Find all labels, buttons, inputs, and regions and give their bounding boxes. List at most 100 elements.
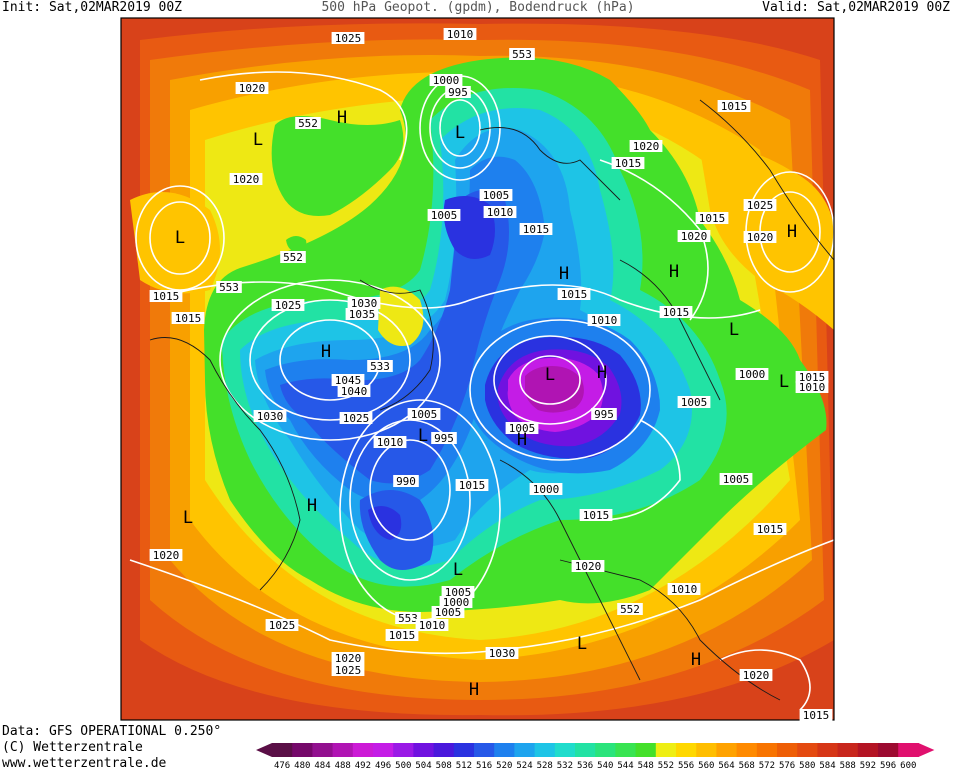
svg-text:1025: 1025	[343, 412, 370, 425]
isobar-label: 533	[367, 360, 393, 373]
website: www.wetterzentrale.de	[2, 756, 167, 771]
svg-text:1040: 1040	[341, 385, 368, 398]
high-pressure-center: H	[691, 650, 701, 670]
isobar-label: 1015	[171, 312, 205, 325]
svg-text:1005: 1005	[483, 189, 510, 202]
scale-swatch	[272, 743, 293, 757]
scale-tick-label: 584	[819, 761, 835, 770]
low-pressure-center: L	[253, 130, 263, 150]
isobar-label: 1020	[229, 173, 263, 186]
valid-time: Valid: Sat,02MAR2019 00Z	[762, 0, 950, 15]
scale-arrow-right	[918, 743, 935, 757]
isobar-label: 1005	[407, 408, 441, 421]
svg-text:1005: 1005	[681, 396, 708, 409]
low-pressure-center: L	[418, 426, 428, 446]
svg-text:1000: 1000	[433, 74, 460, 87]
isobar-label: 552	[617, 603, 643, 616]
isobar-label: 1045	[331, 374, 365, 387]
map-title: 500 hPa Geopot. (gpdm), Bodendruck (hPa)	[321, 0, 635, 15]
scale-tick-label: 532	[557, 761, 573, 770]
scale-tick-label: 476	[274, 761, 290, 770]
scale-tick-label: 512	[456, 761, 472, 770]
isobar-label: 1005	[441, 586, 475, 599]
isobar-label: 1005	[479, 189, 513, 202]
scale-swatch	[312, 743, 334, 757]
scale-tick-label: 496	[375, 761, 391, 770]
scale-arrow-left	[256, 743, 272, 757]
scale-swatch	[534, 743, 556, 757]
isobar-label: 1015	[385, 629, 419, 642]
svg-text:1010: 1010	[671, 583, 698, 596]
scale-tick-label: 588	[840, 761, 856, 770]
low-pressure-center: L	[729, 320, 739, 340]
scale-tick-label: 568	[739, 761, 755, 770]
isobar-label: 1025	[743, 199, 777, 212]
isobar-label: 1015	[557, 288, 591, 301]
low-pressure-center: L	[577, 634, 587, 654]
scale-tick-label: 492	[355, 761, 371, 770]
isobar-label: 995	[445, 86, 471, 99]
svg-text:1005: 1005	[445, 586, 472, 599]
high-pressure-center: H	[669, 262, 679, 282]
scale-tick-label: 480	[294, 761, 310, 770]
scale-swatch	[857, 743, 879, 757]
isobar-label: 552	[295, 117, 321, 130]
svg-text:1030: 1030	[489, 647, 516, 660]
svg-text:1025: 1025	[335, 32, 362, 45]
svg-text:1015: 1015	[561, 288, 588, 301]
isobar-label: 1020	[743, 231, 777, 244]
svg-text:1015: 1015	[175, 312, 202, 325]
isobar-label: 553	[216, 281, 242, 294]
svg-text:990: 990	[396, 475, 416, 488]
low-pressure-center: L	[455, 123, 465, 143]
scale-swatch	[777, 743, 798, 757]
scale-tick-label: 488	[335, 761, 351, 770]
svg-text:1015: 1015	[803, 709, 830, 722]
isobar-label: 1035	[345, 308, 379, 321]
scale-tick-label: 524	[516, 761, 532, 770]
svg-text:1005: 1005	[431, 209, 458, 222]
scale-tick-label: 516	[476, 761, 492, 770]
scale-tick-label: 556	[678, 761, 694, 770]
isobar-label: 1000	[439, 596, 473, 609]
isobar-label: 1000	[735, 368, 769, 381]
isobar-label: 1005	[719, 473, 753, 486]
low-pressure-center: L	[183, 508, 193, 528]
isobar-label: 1005	[427, 209, 461, 222]
scale-swatch	[352, 743, 374, 757]
svg-text:1010: 1010	[419, 619, 446, 632]
scale-tick-label: 596	[880, 761, 896, 770]
svg-text:995: 995	[448, 86, 468, 99]
svg-text:1010: 1010	[377, 436, 404, 449]
isobar-label: 1010	[415, 619, 449, 632]
svg-text:1015: 1015	[583, 509, 610, 522]
svg-text:1020: 1020	[239, 82, 266, 95]
svg-text:1025: 1025	[335, 664, 362, 677]
scale-swatch	[736, 743, 758, 757]
isobar-label: 1030	[485, 647, 519, 660]
isobar-label: 995	[431, 432, 457, 445]
scale-swatch	[332, 743, 354, 757]
svg-text:1020: 1020	[575, 560, 602, 573]
svg-text:1010: 1010	[799, 381, 826, 394]
scale-swatch	[878, 743, 899, 757]
geopotential-field	[121, 18, 834, 720]
scale-tick-label: 592	[860, 761, 876, 770]
svg-text:1020: 1020	[747, 231, 774, 244]
scale-swatch	[292, 743, 313, 757]
scale-tick-label: 552	[658, 761, 674, 770]
scale-swatch	[494, 743, 515, 757]
svg-text:1020: 1020	[335, 652, 362, 665]
high-pressure-center: H	[787, 222, 797, 242]
isobar-label: 1015	[149, 290, 183, 303]
scale-swatch	[676, 743, 697, 757]
scale-swatch	[413, 743, 435, 757]
isobar-label: 1020	[149, 549, 183, 562]
init-time: Init: Sat,02MAR2019 00Z	[2, 0, 183, 15]
svg-text:1000: 1000	[739, 368, 766, 381]
low-pressure-center: L	[545, 365, 555, 385]
scale-tick-label: 520	[496, 761, 512, 770]
svg-text:1030: 1030	[351, 297, 378, 310]
isobar-label: 1025	[265, 619, 299, 632]
